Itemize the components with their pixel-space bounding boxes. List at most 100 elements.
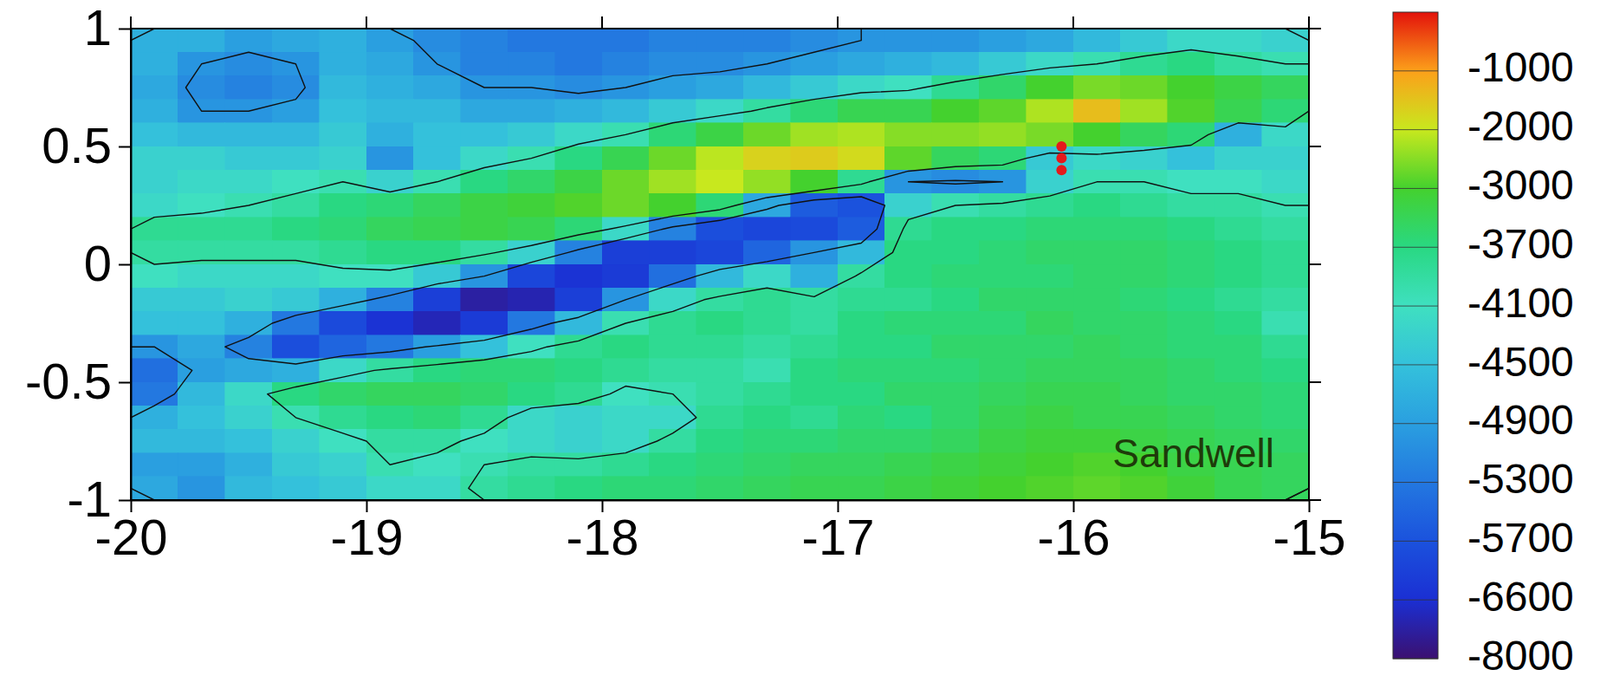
heatmap-cell [1167,335,1215,359]
heatmap-cell [1026,169,1074,194]
heatmap-cell [837,287,885,311]
heatmap-cell [932,476,979,500]
y-tick: 0 [84,234,131,292]
heatmap-cell [366,428,414,453]
heatmap-cell [413,382,460,406]
heatmap-cell [225,264,273,288]
right-ticks [1308,28,1322,500]
heatmap-cell [1073,146,1121,170]
heatmap-cell [978,146,1026,170]
heatmap-cell [319,453,367,477]
heatmap-cell [555,169,603,194]
heatmap-cell [177,453,225,477]
heatmap-cell [696,453,744,477]
heatmap-cell [1262,169,1309,194]
heatmap-cell [1262,146,1309,170]
heatmap-cell [177,169,225,194]
heatmap-cell [1073,310,1121,335]
heatmap-cell [648,99,696,124]
heatmap-cell [743,453,791,477]
heatmap-cell [319,476,367,500]
heatmap-cell [177,146,225,170]
y-axis: 10.50-0.5-1 [25,0,131,527]
heatmap-cell [507,428,555,453]
heatmap-cell [696,476,744,500]
heatmap-cell [602,428,649,453]
heatmap-cell [602,335,649,359]
x-tick-mark-top [365,16,368,29]
heatmap-cell [1214,287,1262,311]
heatmap-cell [602,453,649,477]
heatmap-cell [319,240,367,265]
heatmap-cell [884,453,932,477]
heatmap-cell [837,310,885,335]
heatmap-cell [932,28,979,52]
x-tick-label: -18 [566,508,640,565]
colorbar-tick [1392,481,1439,483]
heatmap-cell [1026,428,1074,453]
heatmap-cell [1026,240,1074,265]
heatmap-cell [837,428,885,453]
x-tick: -18 [566,499,640,565]
heatmap-cell [177,476,225,500]
heatmap-cell [790,405,838,429]
heatmap-cell [507,123,555,147]
colorbar-label: -1000 [1467,44,1575,91]
heatmap-cell [507,217,555,241]
heatmap-cell [790,287,838,311]
heatmap-cell [743,382,791,406]
heatmap-cell [790,453,838,477]
heatmap-cell [1026,287,1074,311]
heatmap-cell [978,453,1026,477]
heatmap-cell [1167,264,1215,288]
heatmap-cell [555,287,603,311]
heatmap-cell [696,28,744,52]
heatmap-cell [743,240,791,265]
heatmap-cell [1026,405,1074,429]
heatmap-cell [1026,476,1074,500]
heatmap-cell [790,217,838,241]
heatmap-cell [932,169,979,194]
heatmap-cell [932,453,979,477]
heatmap-cell [413,28,460,52]
plot-area [130,28,1309,500]
heatmap-cell [555,51,603,76]
heatmap-cell [1120,335,1167,359]
heatmap-cell [130,405,178,429]
heatmap-cell [1167,99,1215,124]
heatmap-cell [507,99,555,124]
heatmap-cell [555,310,603,335]
heatmap-cell [1120,123,1167,147]
heatmap-cell [837,264,885,288]
heatmap-cell [648,169,696,194]
heatmap-cell [1073,287,1121,311]
heatmap-cell [555,193,603,217]
heatmap-cell [555,428,603,453]
heatmap-cell [130,428,178,453]
heatmap-cell [696,428,744,453]
heatmap-cell [413,123,460,147]
heatmap-cell [1262,217,1309,241]
heatmap-cell [1120,99,1167,124]
heatmap-cell [602,99,649,124]
heatmap-cell [460,240,508,265]
y-tick-mark [118,499,131,502]
heatmap-cell [978,240,1026,265]
heatmap-cell [837,405,885,429]
annotation: Sandwell [1112,430,1275,476]
heatmap-cell [884,28,932,52]
heatmap-cell [507,169,555,194]
heatmap-cell [884,382,932,406]
heatmap-cell [1262,240,1309,265]
heatmap-cell [177,428,225,453]
heatmap-cell [130,217,178,241]
x-tick: -17 [802,499,875,565]
heatmap-cell [790,193,838,217]
heatmap-cell [177,358,225,383]
heatmap-cell [1214,99,1262,124]
heatmap-cell [555,240,603,265]
colorbar-tick [1392,540,1439,542]
heatmap-cell [1120,287,1167,311]
heatmap-cell [366,51,414,76]
heatmap-cell [602,169,649,194]
